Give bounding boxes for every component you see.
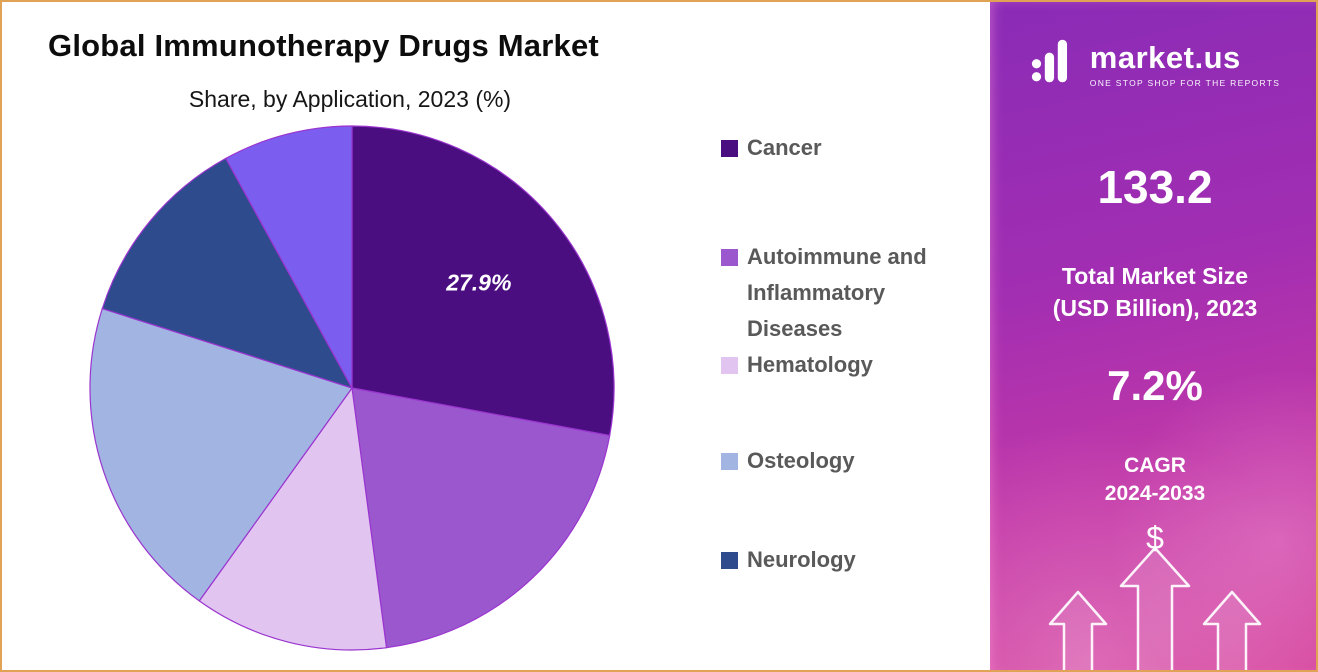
legend-label-cancer: Cancer: [747, 135, 822, 160]
chart-subtitle: Share, by Application, 2023 (%): [188, 86, 512, 112]
legend-swatch-osteology: [721, 453, 738, 470]
cagr-label: CAGR 2024-2033: [990, 452, 1316, 509]
chart-title: Global Immunotherapy Drugs Market: [48, 28, 599, 63]
cagr-label-line2: 2024-2033: [1104, 482, 1206, 506]
pie-chart: 27.9%: [86, 122, 618, 654]
pie-slice-unlabeled: [224, 125, 353, 389]
legend-label-autoimmune: Autoimmune and Inflammatory Diseases: [747, 244, 927, 341]
cagr-value: 7.2%: [1107, 362, 1203, 409]
pie-slice-osteology: [89, 307, 353, 602]
legend-item-autoimmune: Autoimmune and Inflammatory Diseases: [721, 239, 987, 347]
legend-swatch-neurology: [721, 552, 738, 569]
pie-slice-autoimmune-and-inflammatory-diseases: [351, 387, 611, 649]
market-size-label-line1: Total Market Size: [1061, 263, 1249, 289]
pie-chart-svg: 27.9%: [89, 125, 615, 651]
legend-item-hematology: Hematology: [721, 347, 987, 383]
legend-swatch-cancer: [721, 140, 738, 157]
market-size-label-line2: (USD Billion), 2023: [1052, 295, 1258, 322]
legend-item-cancer: Cancer: [721, 130, 987, 166]
market-size-value: 133.2: [1097, 161, 1213, 213]
brand-tagline: ONE STOP SHOP FOR THE REPORTS: [1089, 77, 1281, 88]
chart-legend: Cancer Autoimmune and Inflammatory Disea…: [721, 130, 987, 578]
promo-side-panel: market.us ONE STOP SHOP FOR THE REPORTS …: [990, 2, 1316, 670]
legend-label-neurology: Neurology: [747, 547, 856, 572]
pie-data-label: 27.9%: [445, 269, 511, 295]
legend-label-hematology: Hematology: [747, 352, 873, 377]
legend-item-neurology: Neurology: [721, 542, 987, 578]
market-us-logo-icon: [1030, 38, 1080, 89]
legend-item-osteology: Osteology: [721, 443, 987, 479]
pie-slice-cancer: [351, 125, 615, 437]
market-size-label: Total Market Size (USD Billion), 2023: [990, 260, 1316, 324]
pie-slice-neurology: [101, 157, 354, 390]
pie-slice-hematology: [198, 386, 388, 651]
legend-swatch-autoimmune: [721, 249, 738, 266]
growth-arrows-icon: [1048, 546, 1262, 670]
legend-label-osteology: Osteology: [747, 448, 855, 473]
brand-name: market.us: [1089, 39, 1241, 75]
dollar-symbol: $: [1146, 520, 1164, 556]
legend-swatch-hematology: [721, 357, 738, 374]
cagr-label-line1: CAGR: [1124, 454, 1186, 477]
brand-text: market.us ONE STOP SHOP FOR THE REPORTS: [1090, 40, 1280, 88]
brand-header: market.us ONE STOP SHOP FOR THE REPORTS: [990, 38, 1316, 89]
